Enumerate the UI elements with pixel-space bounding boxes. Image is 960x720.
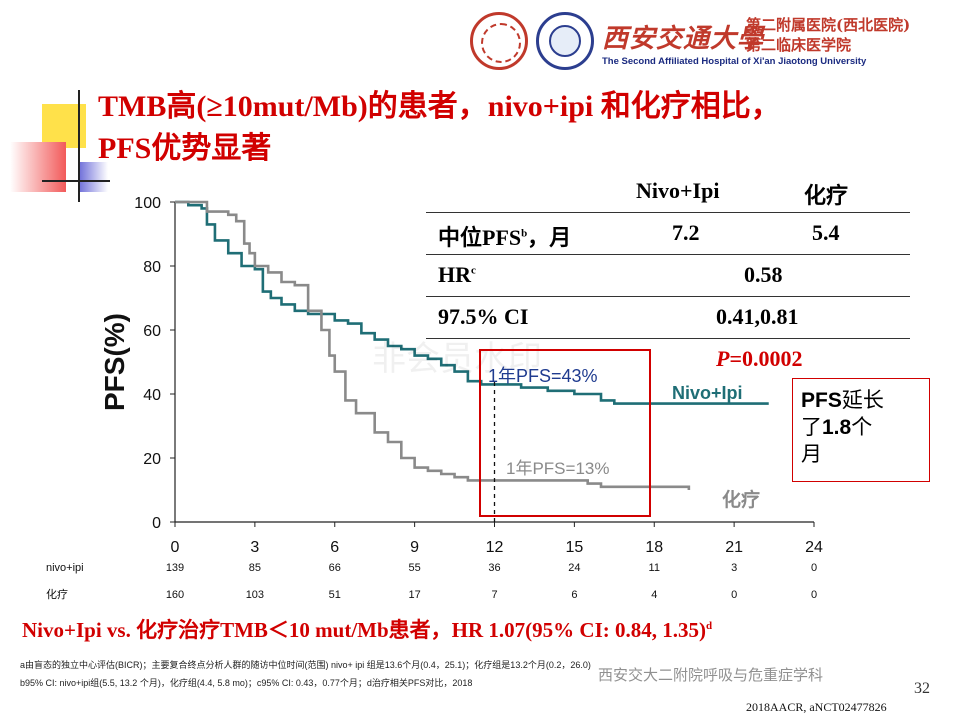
stats-value-hr: 0.58 [744, 262, 783, 287]
stats-row-mpfs: 中位PFSb，月 7.2 5.4 [426, 212, 912, 254]
table-rule [426, 296, 910, 297]
stats-row-label: HRc [438, 262, 476, 287]
p-value: P=0.0002 [716, 346, 803, 371]
footnote-a: a由盲态的独立中心评估(BICR)；主要复合终点分析人群的随访中位时间(范围) … [20, 660, 591, 670]
university-seal-logo [470, 12, 528, 70]
x-tick-label: 15 [565, 539, 583, 556]
hospital-dept-line2: 第二临床医学院 [746, 36, 852, 54]
risk-count: 0 [811, 589, 817, 601]
x-tick-label: 12 [486, 539, 504, 556]
hospital-dept-line1: 第二附属医院(西北医院) [746, 16, 911, 34]
slide-title: TMB高(≥10mut/Mb)的患者，nivo+ipi 和化疗相比， PFS优势… [98, 86, 918, 170]
hospital-english-name: The Second Affiliated Hospital of Xi'an … [602, 56, 867, 67]
series-line-nivo-ipi [175, 200, 769, 405]
risk-count: 160 [166, 589, 184, 601]
stats-row-label: 中位PFSb，月 [438, 225, 572, 250]
x-tick-label: 0 [171, 539, 180, 556]
risk-count: 4 [651, 589, 657, 601]
page-number: 32 [914, 680, 930, 697]
title-decoration [0, 86, 110, 206]
stats-col-chemo: 化疗 [804, 183, 849, 208]
table-rule [426, 254, 910, 255]
table-rule-bottom [426, 338, 910, 339]
risk-count: 36 [488, 562, 500, 574]
risk-count: 3 [731, 562, 737, 574]
pfs-callout: PFS延长 了1.8个 月 [792, 378, 930, 482]
y-tick-label: 60 [143, 323, 161, 340]
x-tick-label: 6 [330, 539, 339, 556]
y-tick-label: 20 [143, 451, 161, 468]
tmb-low-note: Nivo+Ipi vs. 化疗治疗TMB＜10 mut/Mb患者，HR 1.07… [22, 618, 713, 642]
risk-count: 55 [409, 562, 421, 574]
table-rule-top [426, 212, 910, 213]
risk-count: 139 [166, 562, 184, 574]
y-tick-label: 100 [134, 195, 161, 212]
wechat-watermark: 西安交大二附院呼吸与危重症学科 [598, 666, 824, 684]
chart-series [175, 200, 769, 490]
stats-row-hr: HRc 0.58 [426, 254, 912, 296]
risk-count: 85 [249, 562, 261, 574]
stats-col-nivo: Nivo+Ipi [636, 178, 720, 203]
x-tick-label: 21 [725, 539, 743, 556]
risk-count: 51 [329, 589, 341, 601]
footnote-b: b95% CI: nivo+ipi组(5.5, 13.2 个月)，化疗组(4.4… [20, 678, 473, 688]
risk-row-label: 化疗 [46, 587, 68, 601]
chart-ticks: 0 20 40 60 80 100 0 3 6 9 12 15 18 21 24 [134, 195, 823, 556]
x-tick-label: 18 [645, 539, 663, 556]
chart-labels: 非会员水印 PFS(%) Nivo+Ipi 化疗 1年PFS=43% 1年PFS=13% n… [46, 313, 817, 601]
one-year-highlight-box [479, 349, 651, 517]
risk-count: 24 [568, 562, 580, 574]
y-tick-label: 0 [152, 515, 161, 532]
watermark-text: 非会员水印 [372, 340, 542, 378]
risk-row-label: nivo+ipi [46, 562, 84, 574]
y-tick-label: 40 [143, 387, 161, 404]
series-line-chemo [175, 200, 691, 490]
y-tick-label: 80 [143, 259, 161, 276]
title-line1: TMB高(≥10mut/Mb)的患者，nivo+ipi 和化疗相比， [98, 90, 781, 123]
hospital-seal-logo [536, 12, 594, 70]
stats-value-nivo: 7.2 [672, 220, 700, 245]
x-tick-label: 3 [250, 539, 259, 556]
header-logos: 西安交通大學 第二附属医院(西北医院) 第二临床医学院 The Second A… [470, 8, 950, 76]
source-citation: 2018AACR, aNCT02477826 [746, 700, 887, 714]
stats-row-label: 97.5% CI [438, 304, 529, 329]
stats-value-ci: 0.41,0.81 [716, 304, 799, 329]
risk-count: 103 [246, 589, 264, 601]
x-tick-label: 9 [410, 539, 419, 556]
risk-count: 0 [811, 562, 817, 574]
university-name: 西安交通大學 [602, 24, 765, 54]
stats-header-row: Nivo+Ipi 化疗 [426, 170, 912, 212]
y-axis-label: PFS(%) [99, 313, 130, 411]
title-line2: PFS优势显著 [98, 132, 272, 165]
stats-row-p: P=0.0002 [426, 338, 912, 380]
risk-count: 66 [329, 562, 341, 574]
risk-count: 11 [649, 562, 660, 574]
risk-count: 6 [571, 589, 577, 601]
stats-value-chemo: 5.4 [812, 220, 840, 245]
risk-count: 7 [491, 589, 497, 601]
series-label-chemo: 化疗 [722, 488, 760, 511]
x-tick-label: 24 [805, 539, 823, 556]
risk-count: 17 [409, 589, 421, 601]
series-label-nivo-ipi: Nivo+Ipi [672, 383, 743, 403]
risk-count: 0 [731, 589, 737, 601]
stats-row-ci: 97.5% CI 0.41,0.81 [426, 296, 912, 338]
annotation-chemo-1y: 1年PFS=13% [506, 459, 609, 478]
annotation-nivo-1y: 1年PFS=43% [488, 366, 598, 386]
